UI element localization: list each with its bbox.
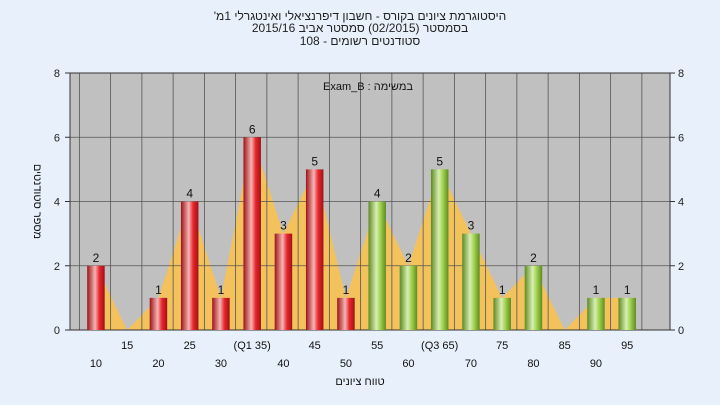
bar-value-label: 1 — [218, 283, 225, 297]
area-series — [95, 137, 628, 330]
y-tick-label-left: 0 — [54, 325, 60, 337]
x-tick-label: 20 — [152, 358, 164, 370]
x-tick-label: 80 — [527, 358, 539, 370]
bar-value-label: 2 — [93, 251, 100, 265]
x-tick-label: 40 — [277, 358, 289, 370]
bar-value-label: 1 — [624, 283, 631, 297]
x-tick-label: 30 — [215, 358, 227, 370]
bar-value-label: 6 — [249, 122, 256, 136]
bar — [305, 169, 324, 330]
bar-value-label: 3 — [468, 219, 475, 233]
x-tick-label: 15 — [121, 340, 133, 352]
x-tick-label: 50 — [340, 358, 352, 370]
x-tick-label: 25 — [184, 340, 196, 352]
bar-value-label: 2 — [405, 251, 412, 265]
x-tick-label: 55 — [371, 340, 383, 352]
x-tick-label: 10 — [90, 358, 102, 370]
bar — [430, 169, 449, 330]
bar — [243, 137, 261, 330]
bar — [618, 297, 636, 330]
x-tick-label: 75 — [496, 340, 508, 352]
bar-value-label: 2 — [530, 251, 537, 265]
chart-title-line: היסטוגרמת ציונים בקורס - חשבון דיפרנציאל… — [214, 9, 506, 23]
bar — [524, 265, 543, 330]
bar — [149, 297, 168, 330]
bar — [212, 297, 230, 330]
bar — [87, 265, 105, 330]
bar — [368, 201, 386, 330]
y-tick-label-right: 4 — [678, 197, 684, 209]
x-tick-label: 90 — [590, 358, 602, 370]
x-tick-label: 45 — [309, 340, 321, 352]
x-tick-label: 85 — [559, 340, 571, 352]
y-tick-label-right: 0 — [678, 325, 684, 337]
bar — [493, 297, 511, 330]
bar — [399, 265, 418, 330]
y-tick-label-left: 2 — [54, 261, 60, 273]
x-tick-label: (Q1 35) — [234, 340, 271, 352]
bar — [337, 297, 355, 330]
bar-value-label: 5 — [436, 154, 443, 168]
chart-title-line: בסמסטר (02/2015) סמסטר אביב 2015/16 — [252, 21, 468, 35]
x-tick-label: (Q3 65) — [421, 340, 458, 352]
bar-value-label: 3 — [280, 219, 287, 233]
x-tick-label: 60 — [402, 358, 414, 370]
y-axis-label: מספר סטודנטים — [31, 164, 43, 239]
y-tick-label-right: 6 — [678, 132, 684, 144]
bar — [462, 233, 480, 330]
chart-title-line: סטודנטים רשומים - 108 — [300, 34, 421, 48]
bar — [274, 233, 293, 330]
y-tick-label-left: 4 — [54, 197, 60, 209]
bar — [587, 297, 605, 330]
bar — [180, 201, 199, 330]
x-tick-label: 70 — [465, 358, 477, 370]
bar-value-label: 1 — [343, 283, 350, 297]
y-tick-label-right: 8 — [678, 68, 684, 80]
x-tick-label: 95 — [621, 340, 633, 352]
bar-value-label: 1 — [593, 283, 600, 297]
bar-value-label: 1 — [499, 283, 506, 297]
bar-value-label: 1 — [155, 283, 162, 297]
bar-value-label: 4 — [374, 187, 381, 201]
bar-value-label: 4 — [186, 187, 193, 201]
y-tick-label-left: 6 — [54, 132, 60, 144]
chart-annotation: במשימה : Exam_B — [323, 81, 413, 93]
y-tick-label-right: 2 — [678, 261, 684, 273]
x-axis-label: טווח ציונים — [335, 376, 384, 388]
bar-value-label: 5 — [311, 154, 318, 168]
y-tick-label-left: 8 — [54, 68, 60, 80]
